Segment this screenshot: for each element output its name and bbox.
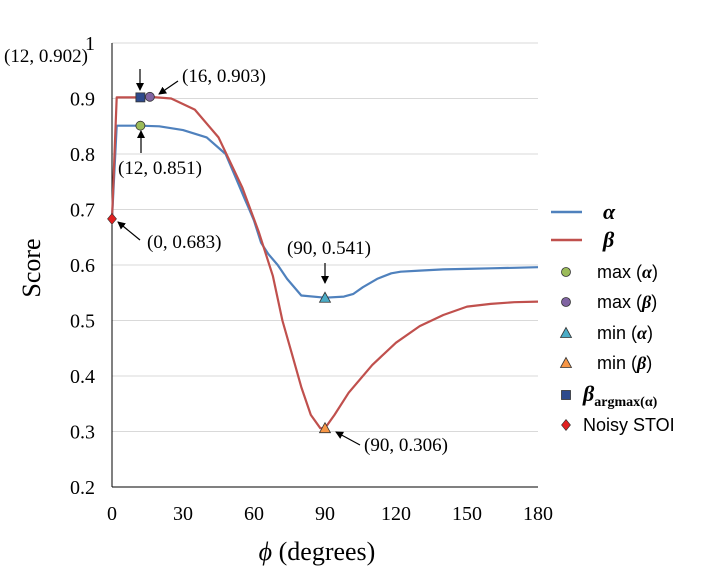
- legend-item: α: [551, 199, 616, 224]
- x-axis-label: ϕ (degrees): [259, 537, 376, 566]
- marker-circle: [144, 91, 155, 102]
- marker-triangle: [318, 291, 332, 303]
- y-tick-label: 0.8: [70, 144, 95, 166]
- y-tick-label: 0.9: [70, 89, 95, 111]
- marker-square: [135, 92, 146, 103]
- legend-marker-triangle: [559, 326, 573, 338]
- legend-label: β: [602, 227, 615, 252]
- annotation-label: (12, 0.851): [118, 158, 202, 179]
- x-tick-label: 60: [244, 503, 264, 525]
- y-tick-label: 0.4: [70, 366, 95, 388]
- y-tick-label: 0.3: [70, 422, 95, 444]
- x-tick-label: 120: [381, 503, 411, 525]
- grid-lines: [112, 42, 538, 432]
- y-tick-label: 0.2: [70, 477, 95, 499]
- series-line-alpha: [110, 124, 539, 299]
- x-tick-label: 180: [523, 503, 553, 525]
- legend-item: Noisy STOI: [561, 415, 675, 435]
- legend-item: βargmax(α): [561, 381, 658, 410]
- legend-marker-diamond: [561, 419, 571, 431]
- annotation-arrow: [117, 221, 141, 241]
- legend-item: min (β): [559, 353, 652, 373]
- annotation-label: (16, 0.903): [182, 66, 266, 87]
- y-tick-label: 0.6: [70, 255, 95, 277]
- marker-triangle: [318, 421, 332, 434]
- annotation-arrow: [335, 431, 361, 446]
- series-lines: [110, 95, 539, 430]
- annotation-label: (90, 0.541): [287, 238, 371, 259]
- legend-label: Noisy STOI: [583, 415, 675, 435]
- legend: αβ max (α) max (β) min (α) min (β) βargmax(α)…: [551, 199, 675, 435]
- legend-label: α: [603, 199, 616, 224]
- legend-item: β: [551, 227, 615, 252]
- y-tick-label: 0.5: [70, 311, 95, 333]
- legend-item: max (α): [561, 262, 658, 282]
- legend-label: βargmax(α): [582, 381, 658, 410]
- x-tick-label: 0: [107, 503, 117, 525]
- annotations: (12, 0.851) (16, 0.903) (90, 0.541) (90, 0.…: [4, 46, 448, 456]
- legend-marker-triangle: [559, 356, 573, 368]
- x-tick-labels: 0 30 60 90 120 150 180: [107, 503, 553, 525]
- x-tick-label: 150: [452, 503, 482, 525]
- legend-label: min (β): [597, 353, 652, 373]
- series-line-beta: [110, 95, 539, 430]
- annotation-label: (90, 0.306): [364, 435, 448, 456]
- axes: [111, 43, 538, 488]
- marker-diamond: [107, 212, 117, 225]
- legend-label: max (β): [597, 292, 657, 312]
- annotation-arrow: [158, 80, 179, 95]
- legend-item: max (β): [561, 292, 657, 312]
- legend-label: max (α): [597, 262, 658, 282]
- x-tick-label: 30: [173, 503, 193, 525]
- marker-circle: [135, 120, 146, 131]
- annotation-label: (0, 0.683): [147, 232, 221, 253]
- annotation-label: (12, 0.902): [4, 46, 88, 67]
- legend-marker-circle: [561, 297, 571, 307]
- x-tick-label: 90: [315, 503, 335, 525]
- legend-item: min (α): [559, 323, 653, 343]
- markers: [107, 91, 332, 434]
- legend-marker-square: [561, 390, 571, 400]
- y-tick-label: 0.7: [70, 200, 95, 222]
- y-tick-labels: 0.2 0.3 0.4 0.5 0.6 0.7 0.8 0.9 1: [70, 33, 95, 499]
- legend-marker-circle: [561, 267, 571, 277]
- legend-label: min (α): [597, 323, 653, 343]
- y-axis-label: Score: [17, 238, 46, 297]
- y-tick-label: 1: [85, 33, 95, 55]
